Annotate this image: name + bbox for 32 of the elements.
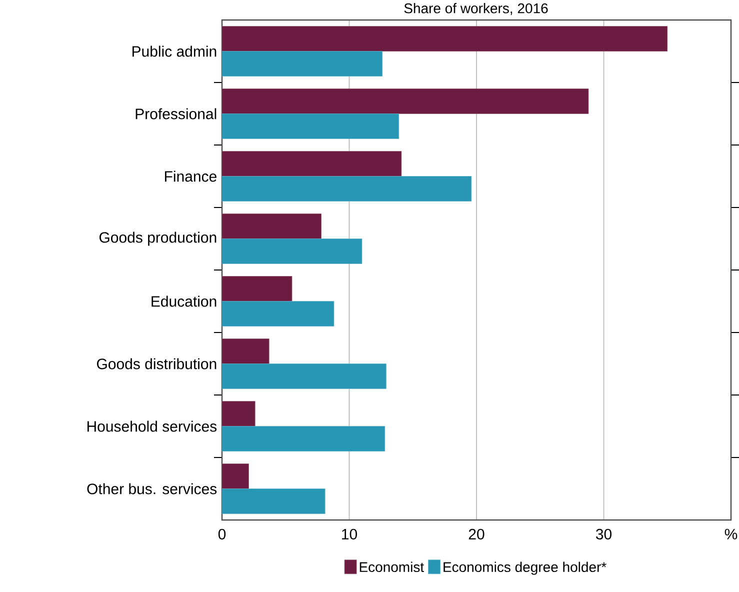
x-tick-label: 0 — [218, 528, 226, 540]
y-tick-label: Other bus. services — [87, 483, 217, 494]
legend-label: Economics degree holder* — [444, 562, 606, 575]
bar — [222, 464, 249, 489]
bar — [222, 488, 326, 514]
y-tick-label: Education — [152, 296, 216, 307]
legend-label: Economist — [360, 562, 424, 572]
bar — [222, 426, 386, 452]
bar — [222, 238, 362, 264]
bar — [222, 114, 400, 139]
x-tick-label: 30 — [596, 528, 612, 540]
y-tick-label: Finance — [165, 170, 216, 182]
y-tick-label: Household services — [87, 420, 217, 432]
chart-title: Share of workers, 2016 — [404, 3, 548, 15]
bar — [222, 214, 322, 239]
y-tick-label: Professional — [136, 108, 216, 120]
bar — [222, 51, 383, 76]
bar — [222, 88, 589, 114]
bar — [222, 364, 386, 389]
bar — [222, 276, 292, 302]
bar — [222, 401, 256, 426]
y-tick-label: Goods distribution — [96, 358, 216, 370]
y-tick-label: Public admin — [132, 46, 216, 57]
bar — [222, 338, 270, 364]
y-tick-label: Goods production — [99, 232, 216, 246]
bar — [222, 301, 334, 326]
x-tick-label: % — [724, 528, 738, 540]
bar — [222, 26, 668, 52]
bar — [222, 176, 472, 202]
x-tick-label: 10 — [342, 528, 358, 540]
bar — [222, 151, 402, 176]
x-tick-label: 20 — [468, 528, 484, 540]
